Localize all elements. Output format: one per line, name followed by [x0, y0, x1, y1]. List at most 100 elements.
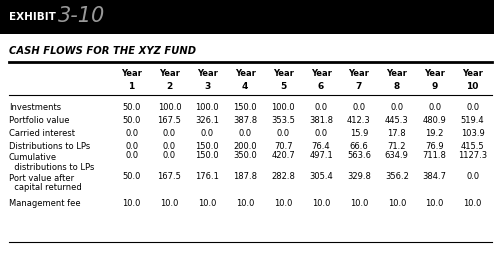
Text: 0.0: 0.0 — [466, 103, 479, 113]
Text: 150.0: 150.0 — [196, 142, 219, 151]
Text: 563.6: 563.6 — [347, 151, 371, 161]
Text: 103.9: 103.9 — [461, 129, 485, 138]
Text: 1: 1 — [128, 81, 135, 91]
Text: 100.0: 100.0 — [271, 103, 295, 113]
Text: 0.0: 0.0 — [315, 103, 328, 113]
Text: Year: Year — [462, 69, 483, 78]
Text: 0.0: 0.0 — [466, 172, 479, 181]
Text: 10: 10 — [466, 81, 479, 91]
Text: Portfolio value: Portfolio value — [9, 116, 69, 125]
Text: 66.6: 66.6 — [350, 142, 369, 151]
Text: 150.0: 150.0 — [234, 103, 257, 113]
Text: Port value after: Port value after — [9, 173, 74, 183]
Text: 4: 4 — [242, 81, 248, 91]
Text: Year: Year — [121, 69, 142, 78]
Text: 0.0: 0.0 — [390, 103, 404, 113]
Text: capital returned: capital returned — [9, 183, 82, 192]
Text: 10.0: 10.0 — [350, 198, 368, 208]
Text: 381.8: 381.8 — [309, 116, 333, 125]
Text: 10.0: 10.0 — [198, 198, 216, 208]
Text: 2: 2 — [166, 81, 172, 91]
Text: EXHIBIT: EXHIBIT — [9, 12, 56, 22]
Text: CASH FLOWS FOR THE XYZ FUND: CASH FLOWS FOR THE XYZ FUND — [9, 47, 196, 56]
Text: 3: 3 — [204, 81, 210, 91]
Text: 0.0: 0.0 — [352, 103, 366, 113]
Text: 0.0: 0.0 — [239, 129, 252, 138]
Text: 634.9: 634.9 — [385, 151, 409, 161]
Text: Year: Year — [311, 69, 331, 78]
Text: 415.5: 415.5 — [461, 142, 485, 151]
Text: 167.5: 167.5 — [158, 172, 181, 181]
Text: 387.8: 387.8 — [233, 116, 257, 125]
Text: 3-10: 3-10 — [58, 6, 106, 26]
Text: 7: 7 — [356, 81, 362, 91]
Text: 76.4: 76.4 — [312, 142, 330, 151]
Text: 282.8: 282.8 — [271, 172, 295, 181]
Text: 305.4: 305.4 — [309, 172, 333, 181]
Text: 187.8: 187.8 — [233, 172, 257, 181]
Text: Year: Year — [235, 69, 256, 78]
Text: 10.0: 10.0 — [123, 198, 141, 208]
Text: 519.4: 519.4 — [461, 116, 485, 125]
Text: Year: Year — [159, 69, 180, 78]
Text: Investments: Investments — [9, 103, 61, 113]
Text: 329.8: 329.8 — [347, 172, 371, 181]
Text: 480.9: 480.9 — [423, 116, 447, 125]
Text: Distributions to LPs: Distributions to LPs — [9, 142, 90, 151]
Text: 76.9: 76.9 — [425, 142, 444, 151]
Text: 10.0: 10.0 — [463, 198, 482, 208]
Text: Cumulative: Cumulative — [9, 153, 57, 162]
Text: 356.2: 356.2 — [385, 172, 409, 181]
Text: 50.0: 50.0 — [123, 116, 141, 125]
Text: 71.2: 71.2 — [388, 142, 406, 151]
Text: Carried interest: Carried interest — [9, 129, 75, 138]
Text: 0.0: 0.0 — [315, 129, 328, 138]
Text: 0.0: 0.0 — [125, 129, 138, 138]
Text: 445.3: 445.3 — [385, 116, 409, 125]
Text: 19.2: 19.2 — [425, 129, 444, 138]
Text: 420.7: 420.7 — [271, 151, 295, 161]
Text: 167.5: 167.5 — [158, 116, 181, 125]
Text: 176.1: 176.1 — [196, 172, 219, 181]
Text: 10.0: 10.0 — [388, 198, 406, 208]
Text: Year: Year — [348, 69, 370, 78]
Text: 200.0: 200.0 — [234, 142, 257, 151]
Text: 100.0: 100.0 — [158, 103, 181, 113]
Text: 10.0: 10.0 — [312, 198, 330, 208]
Text: 50.0: 50.0 — [123, 172, 141, 181]
Text: 0.0: 0.0 — [163, 142, 176, 151]
Text: 384.7: 384.7 — [423, 172, 447, 181]
Text: 10.0: 10.0 — [160, 198, 179, 208]
Text: 15.9: 15.9 — [350, 129, 368, 138]
Text: 412.3: 412.3 — [347, 116, 371, 125]
Text: 150.0: 150.0 — [196, 151, 219, 161]
Text: 17.8: 17.8 — [387, 129, 406, 138]
Text: 0.0: 0.0 — [428, 103, 441, 113]
Text: 70.7: 70.7 — [274, 142, 292, 151]
Text: 0.0: 0.0 — [163, 151, 176, 161]
Text: 5: 5 — [280, 81, 286, 91]
Text: 1127.3: 1127.3 — [458, 151, 487, 161]
Text: 326.1: 326.1 — [196, 116, 219, 125]
Text: 10.0: 10.0 — [425, 198, 444, 208]
Text: 0.0: 0.0 — [201, 129, 214, 138]
Text: 100.0: 100.0 — [196, 103, 219, 113]
Text: 10.0: 10.0 — [236, 198, 254, 208]
Text: Year: Year — [197, 69, 218, 78]
Text: 50.0: 50.0 — [123, 103, 141, 113]
Text: 497.1: 497.1 — [309, 151, 333, 161]
Text: 0.0: 0.0 — [125, 151, 138, 161]
Text: 9: 9 — [431, 81, 438, 91]
Text: 8: 8 — [394, 81, 400, 91]
Text: Management fee: Management fee — [9, 198, 81, 208]
Text: Year: Year — [386, 69, 407, 78]
Text: 10.0: 10.0 — [274, 198, 292, 208]
Text: distributions to LPs: distributions to LPs — [9, 163, 94, 172]
Text: 0.0: 0.0 — [277, 129, 289, 138]
Text: Year: Year — [273, 69, 293, 78]
Text: 350.0: 350.0 — [233, 151, 257, 161]
Text: 6: 6 — [318, 81, 324, 91]
Text: Year: Year — [424, 69, 445, 78]
Text: 711.8: 711.8 — [423, 151, 447, 161]
Text: 353.5: 353.5 — [271, 116, 295, 125]
